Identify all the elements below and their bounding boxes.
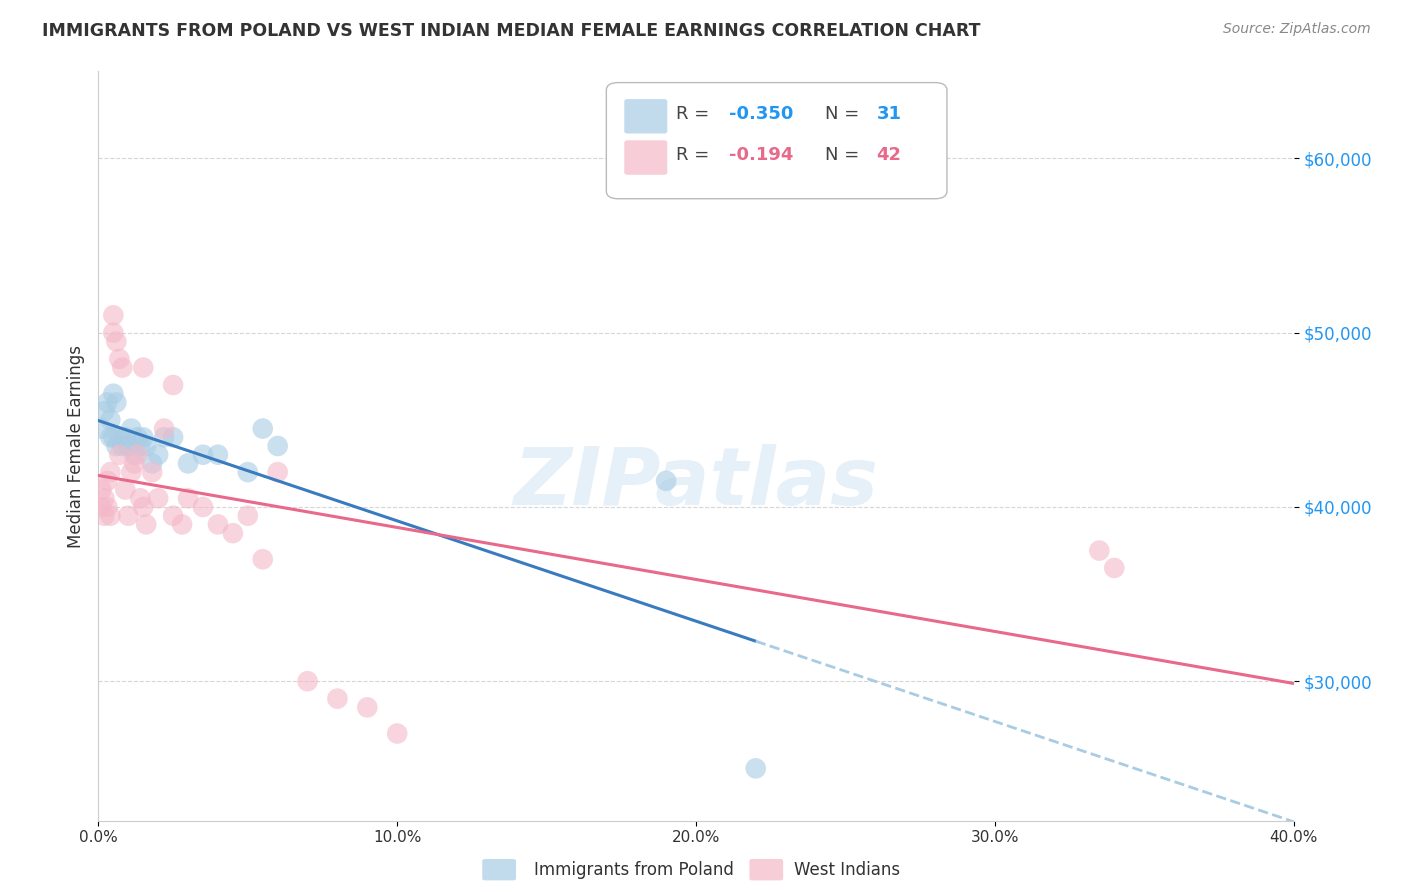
Point [267, 439, 290, 453]
Point [93, 491, 115, 506]
Text: IMMIGRANTS FROM POLAND VS WEST INDIAN MEDIAN FEMALE EARNINGS CORRELATION CHART: IMMIGRANTS FROM POLAND VS WEST INDIAN ME… [42, 22, 980, 40]
Text: Immigrants from Poland: Immigrants from Poland [534, 861, 734, 879]
Point [177, 457, 200, 471]
Point [207, 517, 229, 532]
Text: N =: N = [825, 105, 865, 123]
Point [141, 465, 163, 479]
Text: West Indians: West Indians [794, 861, 900, 879]
Point [120, 421, 142, 435]
FancyBboxPatch shape [624, 99, 668, 134]
Point [111, 439, 134, 453]
Point [93, 508, 115, 523]
Point [153, 421, 176, 435]
Point [103, 430, 125, 444]
Point [132, 430, 155, 444]
Point [114, 483, 136, 497]
Text: ZIPatlas: ZIPatlas [513, 444, 879, 523]
Point [98, 508, 122, 523]
Text: Source: ZipAtlas.com: Source: ZipAtlas.com [1223, 22, 1371, 37]
Point [745, 761, 768, 775]
Text: R =: R = [676, 105, 714, 123]
Point [177, 491, 200, 506]
Point [105, 334, 128, 349]
Point [148, 491, 170, 506]
Point [103, 308, 125, 322]
Point [132, 360, 155, 375]
Point [127, 430, 149, 444]
Point [105, 395, 128, 409]
Point [162, 378, 184, 392]
Point [114, 430, 136, 444]
Point [385, 726, 409, 740]
Point [129, 439, 152, 453]
Point [148, 448, 170, 462]
Point [236, 508, 259, 523]
Point [356, 700, 378, 714]
Point [98, 413, 122, 427]
Text: N =: N = [825, 146, 865, 164]
Point [135, 517, 157, 532]
Point [132, 500, 155, 514]
Point [1088, 543, 1111, 558]
Text: -0.194: -0.194 [730, 146, 794, 164]
Point [252, 421, 274, 435]
Point [90, 421, 112, 435]
Point [108, 351, 131, 366]
Point [108, 430, 131, 444]
Point [96, 500, 118, 514]
Point [90, 500, 112, 514]
Point [90, 483, 112, 497]
FancyBboxPatch shape [624, 140, 668, 175]
Point [135, 439, 157, 453]
Point [191, 500, 214, 514]
Point [124, 448, 146, 462]
Point [117, 439, 139, 453]
Point [162, 508, 184, 523]
Point [96, 474, 118, 488]
Point [127, 448, 149, 462]
Point [297, 674, 319, 689]
Text: 31: 31 [876, 105, 901, 123]
Point [655, 474, 678, 488]
Point [129, 491, 152, 506]
Point [124, 457, 146, 471]
Point [222, 526, 245, 541]
Point [120, 465, 142, 479]
Point [172, 517, 194, 532]
Point [1104, 561, 1126, 575]
Point [252, 552, 274, 566]
Point [236, 465, 259, 479]
Text: -0.350: -0.350 [730, 105, 794, 123]
Point [103, 386, 125, 401]
Point [98, 465, 122, 479]
Point [162, 430, 184, 444]
Point [326, 691, 349, 706]
Point [111, 360, 134, 375]
Point [108, 448, 131, 462]
Point [96, 395, 118, 409]
FancyBboxPatch shape [606, 83, 948, 199]
Point [98, 430, 122, 444]
Point [141, 457, 163, 471]
Point [105, 439, 128, 453]
Point [117, 508, 139, 523]
Point [93, 404, 115, 418]
Y-axis label: Median Female Earnings: Median Female Earnings [66, 344, 84, 548]
Point [191, 448, 214, 462]
Point [207, 448, 229, 462]
Point [267, 465, 290, 479]
Point [103, 326, 125, 340]
Text: 42: 42 [876, 146, 901, 164]
Text: R =: R = [676, 146, 720, 164]
Point [153, 430, 176, 444]
